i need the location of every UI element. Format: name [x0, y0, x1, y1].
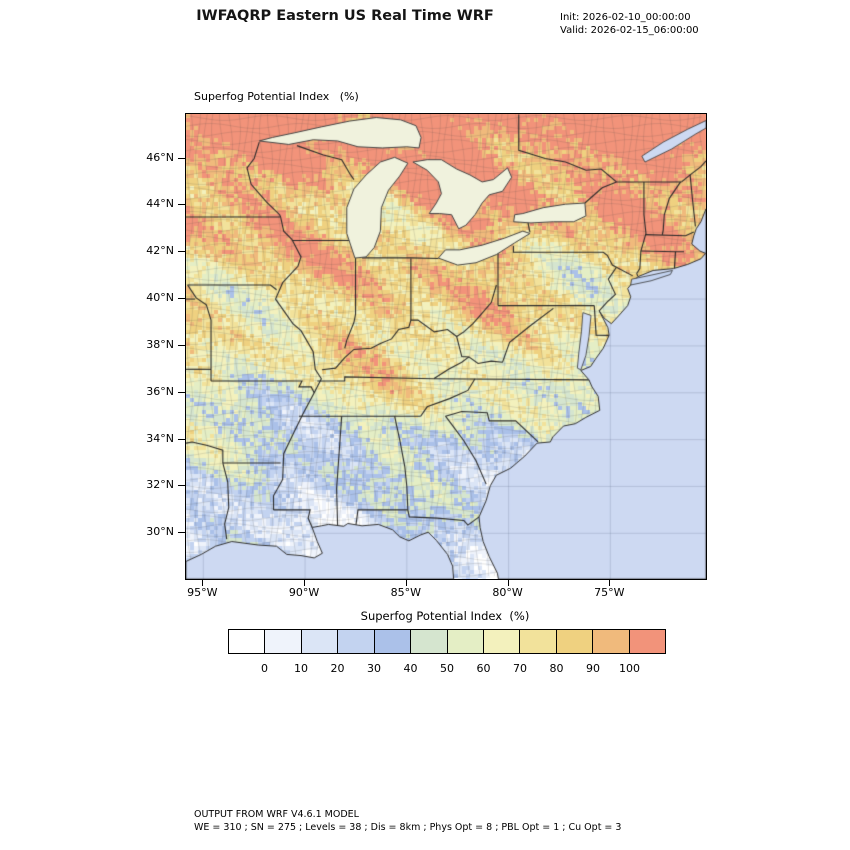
y-tick-mark [178, 485, 185, 487]
timestamps: Init: 2026-02-10_00:00:00 Valid: 2026-02… [560, 11, 699, 37]
map-frame [185, 113, 707, 580]
colorbar-tick-label: 60 [476, 662, 491, 675]
colorbar-box [301, 630, 339, 653]
y-tick-mark [178, 157, 185, 159]
valid-timestamp: Valid: 2026-02-15_06:00:00 [560, 25, 699, 36]
y-tick-label: 32°N [146, 478, 174, 492]
colorbar-box [556, 630, 594, 653]
y-tick-mark [178, 204, 185, 206]
footer-model-line: OUTPUT FROM WRF V4.6.1 MODEL [194, 809, 359, 820]
colorbar: 0 10 20 30 40 50 60 70 80 90 100 [228, 629, 666, 691]
colorbar-tick-label: 10 [294, 662, 308, 675]
colorbar-tick-label: 20 [330, 662, 345, 675]
x-tick-mark [507, 579, 509, 586]
init-timestamp: Init: 2026-02-10_00:00:00 [560, 12, 691, 23]
field-label: Superfog Potential Index (%) [194, 90, 359, 103]
y-tick-mark [178, 298, 185, 300]
y-tick-mark [178, 532, 185, 534]
x-tick-label: 80°W [492, 586, 523, 599]
x-tick-label: 90°W [288, 586, 320, 599]
colorbar-box [447, 630, 484, 653]
x-tick-label: 85°W [390, 586, 421, 599]
footer: OUTPUT FROM WRF V4.6.1 MODEL WE = 310 ; … [194, 808, 621, 834]
colorbar-tick-label: 40 [403, 662, 418, 675]
x-tick-label: 95°W [187, 586, 218, 599]
y-tick-label: 36°N [146, 384, 174, 398]
superfog-map-canvas [186, 114, 706, 579]
y-tick-label: 40°N [146, 291, 174, 305]
colorbar-box [629, 630, 666, 653]
y-tick-mark [178, 438, 185, 440]
colorbar-box [229, 630, 266, 653]
colorbar-tick-label: 70 [513, 662, 527, 675]
y-tick-label: 30°N [146, 525, 174, 539]
x-tick-mark [304, 579, 306, 586]
y-tick-label: 44°N [146, 197, 174, 211]
colorbar-tick-label: 90 [586, 662, 600, 675]
y-tick-label: 38°N [146, 337, 174, 351]
plot-title: IWFAQRP Eastern US Real Time WRF [196, 8, 494, 24]
colorbar-tick-label: 30 [367, 662, 381, 675]
footer-config-line: WE = 310 ; SN = 275 ; Levels = 38 ; Dis … [194, 822, 622, 833]
colorbar-box [483, 630, 521, 653]
y-tick-label: 34°N [146, 431, 174, 445]
y-tick-label: 46°N [146, 150, 174, 164]
colorbar-box [374, 630, 412, 653]
y-tick-mark [178, 251, 185, 253]
colorbar-boxes [228, 629, 666, 654]
colorbar-tick-label: 0 [261, 662, 268, 675]
colorbar-tick-label: 50 [440, 662, 454, 675]
y-tick-label: 42°N [146, 244, 174, 258]
colorbar-title: Superfog Potential Index (%) [360, 609, 530, 623]
y-tick-mark [178, 344, 185, 346]
colorbar-box [593, 630, 630, 653]
y-tick-mark [178, 391, 185, 393]
colorbar-tick-label: 80 [549, 662, 564, 675]
colorbar-box [265, 630, 302, 653]
colorbar-box [520, 630, 557, 653]
x-tick-label: 75°W [594, 586, 625, 599]
x-tick-mark [405, 579, 407, 586]
colorbar-box [338, 630, 375, 653]
colorbar-tick-label: 100 [619, 662, 640, 675]
x-tick-mark [609, 579, 611, 586]
x-tick-mark [202, 579, 204, 586]
colorbar-box [411, 630, 448, 653]
